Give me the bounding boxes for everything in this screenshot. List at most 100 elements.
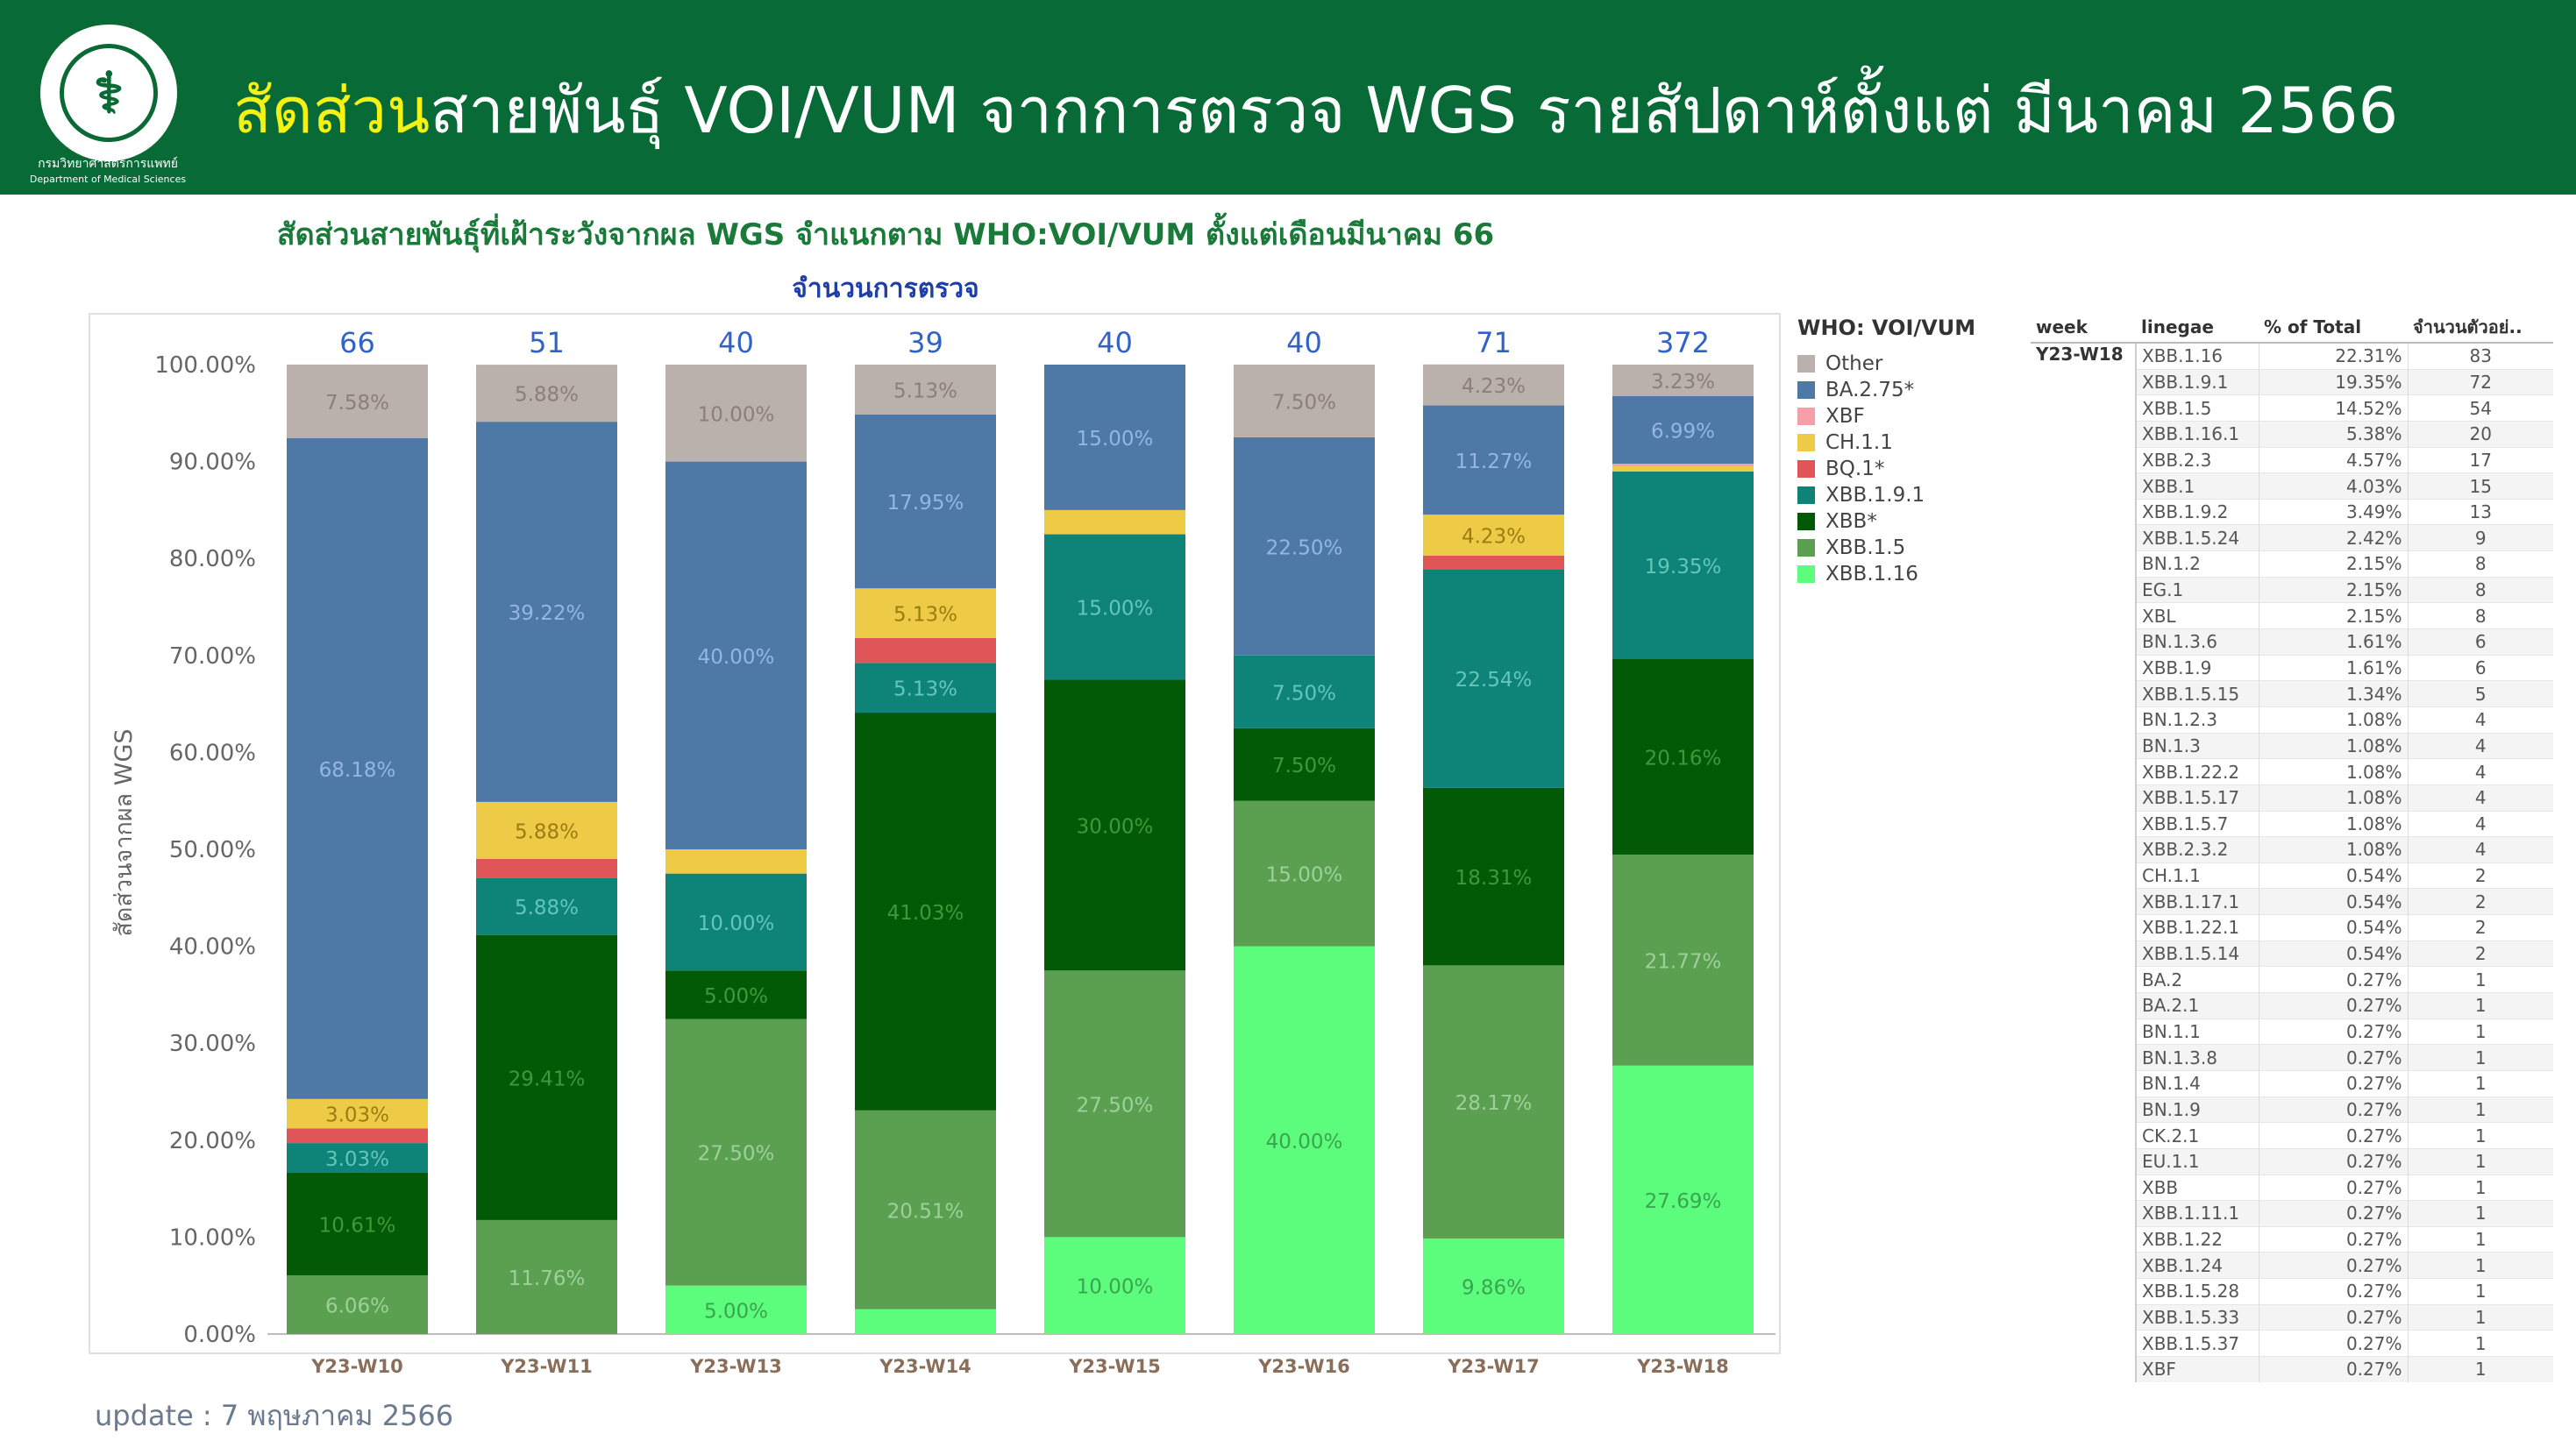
bar-segment-xbb-1-16 bbox=[1234, 946, 1375, 1334]
percent-cell: 0.54% bbox=[2259, 940, 2409, 967]
bar-data-label: 3.23% bbox=[1651, 371, 1715, 394]
legend-item[interactable]: BQ.1* bbox=[1797, 456, 1975, 482]
lineage-cell: XBB bbox=[2135, 1174, 2259, 1201]
percent-cell: 0.27% bbox=[2259, 1174, 2409, 1201]
bar-segment-xbb-1-16 bbox=[855, 1309, 996, 1334]
count-cell: 1 bbox=[2408, 992, 2553, 1019]
bar-segment-ch-1-1 bbox=[476, 801, 617, 859]
legend-label: XBB.1.16 bbox=[1825, 563, 1918, 586]
lineage-cell: XBF bbox=[2135, 1355, 2259, 1382]
legend-item[interactable]: XBB.1.9.1 bbox=[1797, 482, 1975, 508]
bar-segment-xbb-1-5 bbox=[1423, 965, 1564, 1239]
week-cell bbox=[2031, 421, 2136, 448]
count-cell: 4 bbox=[2408, 836, 2553, 863]
lineage-cell: XBB.1.5.33 bbox=[2135, 1303, 2259, 1331]
bar-data-label: 10.00% bbox=[698, 912, 775, 935]
count-cell: 15 bbox=[2408, 472, 2553, 500]
y-tick-label: 90.00% bbox=[169, 450, 256, 476]
bar-data-label: 3.03% bbox=[325, 1104, 389, 1127]
lineage-cell: XBL bbox=[2135, 602, 2259, 629]
bar-segment-bq-1- bbox=[855, 638, 996, 664]
bar-segment-ch-1-1 bbox=[1044, 509, 1185, 535]
bar-segment-xbb- bbox=[1612, 659, 1754, 855]
bar-data-label: 5.13% bbox=[893, 678, 957, 701]
legend-label: XBB.1.5 bbox=[1825, 536, 1906, 559]
legend-item[interactable]: BA.2.75* bbox=[1797, 377, 1975, 403]
table-row: BN.1.3.6 1.61% 6 bbox=[2031, 628, 2553, 656]
x-tick-label: Y23-W11 bbox=[500, 1356, 593, 1377]
bar-data-label: 6.06% bbox=[325, 1295, 389, 1317]
percent-cell: 4.57% bbox=[2259, 446, 2409, 473]
bar-data-label: 30.00% bbox=[1077, 815, 1154, 838]
bar-data-label: 5.13% bbox=[893, 380, 957, 402]
table-row: CK.2.1 0.27% 1 bbox=[2031, 1122, 2553, 1149]
lineage-cell: BN.1.1 bbox=[2135, 1018, 2259, 1045]
week-cell bbox=[2031, 1070, 2136, 1097]
table-row: XBB.1.24 0.27% 1 bbox=[2031, 1252, 2553, 1279]
count-cell: 1 bbox=[2408, 1018, 2553, 1045]
bar-segment-other bbox=[665, 365, 807, 462]
percent-cell: 0.27% bbox=[2259, 1069, 2409, 1097]
bar-segment-xbb-1-9-1 bbox=[476, 877, 617, 935]
table-row: XBB.1.5.17 1.08% 4 bbox=[2031, 784, 2553, 812]
count-cell: 8 bbox=[2408, 602, 2553, 629]
bar-data-label: 11.27% bbox=[1455, 451, 1533, 473]
bar-data-label: 27.50% bbox=[1077, 1094, 1154, 1117]
x-tick-label: Y23-W15 bbox=[1068, 1356, 1161, 1377]
count-cell: 54 bbox=[2408, 394, 2553, 422]
page-title-highlight: สัดส่วน bbox=[233, 74, 431, 147]
table-row: XBB.1.5.15 1.34% 5 bbox=[2031, 680, 2553, 707]
bar-segment-other bbox=[1612, 365, 1754, 396]
table-row: BA.2.1 0.27% 1 bbox=[2031, 992, 2553, 1019]
bar-total-label: 51 bbox=[529, 326, 565, 359]
legend-item[interactable]: CH.1.1 bbox=[1797, 429, 1975, 456]
legend-item[interactable]: XBB.1.16 bbox=[1797, 561, 1975, 587]
bar-data-label: 27.50% bbox=[698, 1143, 775, 1166]
count-cell: 1 bbox=[2408, 1122, 2553, 1149]
count-cell: 4 bbox=[2408, 810, 2553, 837]
bar-data-label: 10.00% bbox=[1077, 1276, 1154, 1299]
bar-data-label: 28.17% bbox=[1455, 1092, 1533, 1115]
bar-segment-xbb-1-5 bbox=[287, 1274, 428, 1334]
legend-item[interactable]: XBF bbox=[1797, 403, 1975, 429]
table-row: XBB.1.11.1 0.27% 1 bbox=[2031, 1200, 2553, 1227]
table-row: BN.1.2.3 1.08% 4 bbox=[2031, 706, 2553, 734]
bar-data-label: 20.16% bbox=[1645, 747, 1722, 770]
count-cell: 1 bbox=[2408, 1044, 2553, 1071]
y-tick-label: 20.00% bbox=[169, 1128, 256, 1154]
week-cell bbox=[2031, 472, 2136, 500]
legend-item[interactable]: XBB.1.5 bbox=[1797, 535, 1975, 561]
legend-swatch bbox=[1797, 565, 1815, 583]
legend-items: Other BA.2.75* XBF CH.1.1 BQ.1* XBB.1.9.1 XBB*… bbox=[1797, 351, 1975, 587]
bar-segment-xbb-1-5 bbox=[1612, 854, 1754, 1066]
percent-cell: 0.27% bbox=[2259, 1303, 2409, 1331]
legend-label: XBB.1.9.1 bbox=[1825, 484, 1925, 507]
table-row: BN.1.3.8 0.27% 1 bbox=[2031, 1044, 2553, 1071]
bar-data-label: 11.76% bbox=[509, 1267, 586, 1290]
bar-data-label: 22.54% bbox=[1455, 669, 1533, 692]
column-header-lineage: linegae bbox=[2136, 312, 2259, 344]
x-tick-label: Y23-W18 bbox=[1636, 1356, 1729, 1377]
lineage-cell: XBB.1.5.15 bbox=[2135, 680, 2259, 707]
week-cell: Y23-W18 bbox=[2031, 343, 2136, 370]
bar-segment-ba-2-75- bbox=[1423, 405, 1564, 515]
update-timestamp: update : 7 พฤษภาคม 2566 bbox=[95, 1399, 454, 1432]
percent-cell: 0.27% bbox=[2259, 1044, 2409, 1071]
bar-data-label: 5.00% bbox=[704, 1300, 768, 1323]
week-cell bbox=[2031, 1148, 2136, 1175]
lineage-cell: XBB.1.5.24 bbox=[2135, 524, 2259, 551]
legend-label: Other bbox=[1825, 352, 1883, 375]
bar-segment-xbb- bbox=[287, 1172, 428, 1275]
lineage-cell: XBB.1.11.1 bbox=[2135, 1200, 2259, 1227]
legend-item[interactable]: XBB* bbox=[1797, 508, 1975, 535]
lineage-cell: CK.2.1 bbox=[2135, 1122, 2259, 1149]
percent-cell: 1.08% bbox=[2259, 758, 2409, 785]
lineage-cell: BN.1.9 bbox=[2135, 1096, 2259, 1123]
bar-data-label: 68.18% bbox=[319, 759, 396, 782]
count-cell: 1 bbox=[2408, 1252, 2553, 1279]
legend-item[interactable]: Other bbox=[1797, 351, 1975, 377]
count-cell: 2 bbox=[2408, 940, 2553, 967]
y-tick-label: 0.00% bbox=[183, 1322, 256, 1348]
bar-total-label: 39 bbox=[907, 326, 943, 359]
bar-data-label: 5.88% bbox=[515, 384, 579, 407]
